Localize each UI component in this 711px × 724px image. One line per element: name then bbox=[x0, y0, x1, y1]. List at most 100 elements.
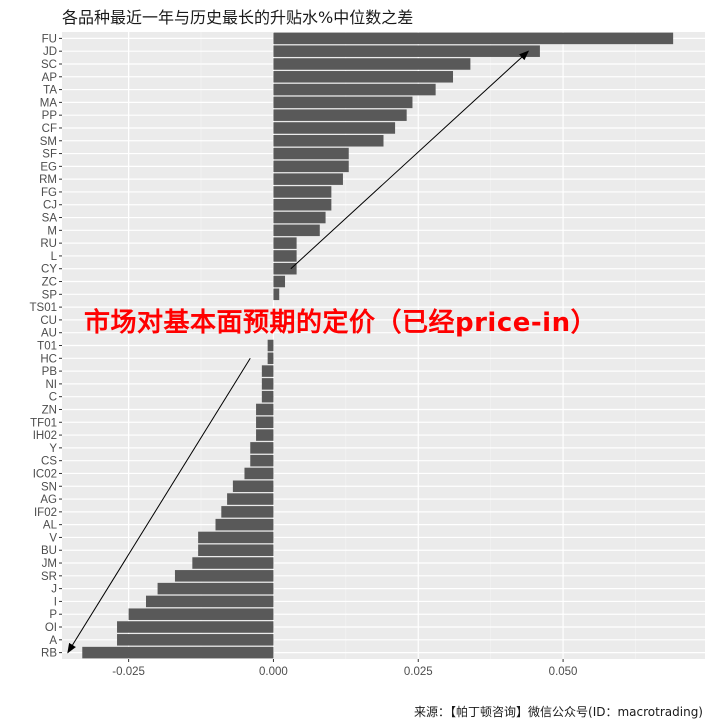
bar-sa bbox=[273, 211, 326, 224]
bar-tf01 bbox=[256, 416, 274, 429]
y-tick-label: AG bbox=[40, 494, 57, 506]
y-tick-label: IC02 bbox=[33, 468, 57, 480]
bar-ru bbox=[273, 237, 297, 249]
bar-jd bbox=[273, 45, 540, 57]
y-tick-label: AU bbox=[41, 328, 57, 340]
y-tick-label: Y bbox=[49, 443, 57, 455]
bar-cf bbox=[273, 122, 396, 134]
y-tick-label: CF bbox=[42, 123, 57, 135]
bar-if02 bbox=[221, 506, 274, 518]
y-tick-label: OI bbox=[45, 622, 57, 634]
y-tick-label: NI bbox=[46, 379, 58, 391]
y-tick-label: SP bbox=[42, 289, 58, 301]
y-tick-label: JM bbox=[42, 558, 57, 570]
bar-sc bbox=[273, 58, 471, 70]
x-tick-label: 0.000 bbox=[259, 666, 288, 678]
bar-ni bbox=[261, 378, 274, 390]
bar-ih02 bbox=[256, 429, 274, 441]
bar-c bbox=[261, 390, 274, 403]
bar-rb bbox=[82, 646, 274, 659]
bar-i bbox=[145, 595, 274, 608]
annotation-arrow-2 bbox=[67, 358, 251, 654]
bar-hc bbox=[267, 352, 274, 365]
x-tick-label: -0.025 bbox=[112, 666, 145, 678]
bar-pb bbox=[261, 365, 274, 377]
y-tick-label: SC bbox=[41, 59, 57, 71]
y-tick-label: RM bbox=[39, 174, 57, 186]
bar-oi bbox=[117, 621, 274, 633]
bar-ic02 bbox=[244, 467, 274, 480]
bar-l bbox=[273, 250, 297, 262]
x-tick-label: 0.050 bbox=[549, 666, 578, 678]
y-tick-label: SF bbox=[42, 149, 57, 161]
bar-m bbox=[273, 224, 320, 237]
bar-p bbox=[128, 608, 274, 620]
y-tick-label: CU bbox=[40, 315, 57, 327]
y-tick-label: I bbox=[54, 596, 57, 608]
y-tick-label: TF01 bbox=[30, 417, 57, 429]
bar-zc bbox=[273, 275, 286, 288]
y-tick-label: AL bbox=[43, 520, 58, 532]
y-tick-label: SN bbox=[41, 481, 57, 493]
y-tick-label: IH02 bbox=[33, 430, 57, 442]
x-tick-label: 0.025 bbox=[404, 666, 433, 678]
bar-zn bbox=[256, 403, 274, 416]
source-note: 来源：【帕丁顿咨询】微信公众号(ID：macrotrading) bbox=[414, 705, 703, 719]
chart-title: 各品种最近一年与历史最长的升贴水%中位数之差 bbox=[62, 8, 414, 27]
y-tick-label: V bbox=[49, 532, 57, 544]
y-tick-label: CJ bbox=[43, 200, 57, 212]
y-tick-label: SA bbox=[42, 213, 58, 225]
y-tick-label: P bbox=[49, 609, 57, 621]
bar-rm bbox=[273, 173, 343, 185]
bar-j bbox=[157, 582, 274, 595]
bar-cy bbox=[273, 262, 297, 275]
bar-v bbox=[198, 531, 274, 544]
y-tick-label: EG bbox=[40, 161, 57, 173]
annotation-arrow-1 bbox=[290, 50, 530, 270]
bar-t01 bbox=[267, 339, 274, 352]
bar-sp bbox=[273, 288, 280, 301]
bar-bu bbox=[198, 544, 274, 556]
bar-sm bbox=[273, 135, 384, 147]
bar-pp bbox=[273, 109, 407, 121]
bar-ma bbox=[273, 96, 413, 109]
y-tick-label: C bbox=[49, 392, 57, 404]
bar-al bbox=[215, 518, 274, 531]
bar-ta bbox=[273, 83, 436, 96]
bar-y bbox=[250, 442, 274, 454]
y-tick-label: M bbox=[47, 225, 57, 237]
y-tick-label: BU bbox=[41, 545, 57, 557]
bar-sr bbox=[174, 570, 274, 582]
y-tick-label: PP bbox=[42, 110, 58, 122]
y-tick-label: CY bbox=[41, 264, 57, 276]
y-tick-label: CS bbox=[41, 456, 57, 468]
y-tick-label: A bbox=[49, 635, 57, 647]
bar-a bbox=[117, 634, 274, 646]
bar-cs bbox=[250, 454, 274, 467]
y-tick-label: IF02 bbox=[34, 507, 57, 519]
bar-ap bbox=[273, 71, 454, 83]
y-tick-label: ZN bbox=[42, 404, 57, 416]
y-tick-label: ZC bbox=[42, 277, 57, 289]
y-tick-label: PB bbox=[42, 366, 58, 378]
y-tick-label: SR bbox=[41, 571, 57, 583]
bar-jm bbox=[192, 557, 274, 569]
y-tick-label: JD bbox=[43, 46, 57, 58]
y-tick-label: HC bbox=[40, 353, 57, 365]
y-tick-label: RU bbox=[40, 238, 57, 250]
bar-sn bbox=[232, 480, 274, 493]
chart-annotation: 市场对基本面预期的定价（已经price-in） bbox=[84, 308, 598, 338]
y-tick-label: MA bbox=[40, 97, 58, 109]
bar-cj bbox=[273, 198, 332, 211]
y-tick-label: FU bbox=[42, 33, 57, 45]
y-tick-label: TA bbox=[43, 85, 57, 97]
y-tick-label: AP bbox=[42, 72, 58, 84]
y-tick-label: J bbox=[51, 584, 57, 596]
bar-ag bbox=[227, 493, 274, 505]
y-tick-label: SM bbox=[40, 136, 57, 148]
bar-fu bbox=[273, 32, 674, 45]
y-tick-label: T01 bbox=[37, 341, 57, 353]
y-tick-label: RB bbox=[41, 648, 57, 660]
y-tick-label: FG bbox=[41, 187, 57, 199]
